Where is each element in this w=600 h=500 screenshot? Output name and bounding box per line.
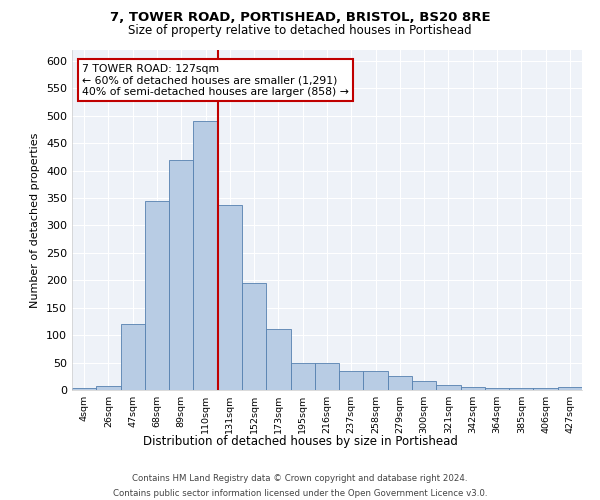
Text: Distribution of detached houses by size in Portishead: Distribution of detached houses by size … <box>143 435 457 448</box>
Text: Size of property relative to detached houses in Portishead: Size of property relative to detached ho… <box>128 24 472 37</box>
Bar <box>315 362 339 390</box>
Bar <box>290 362 315 390</box>
Bar <box>121 324 145 390</box>
Bar <box>558 388 582 390</box>
Text: Contains public sector information licensed under the Open Government Licence v3: Contains public sector information licen… <box>113 489 487 498</box>
Bar <box>533 388 558 390</box>
Bar <box>364 371 388 390</box>
Bar <box>266 328 290 390</box>
Bar <box>339 371 364 390</box>
Bar <box>193 122 218 390</box>
Bar <box>145 201 169 390</box>
Bar <box>461 388 485 390</box>
Bar <box>242 283 266 390</box>
Bar <box>388 376 412 390</box>
Bar <box>412 380 436 390</box>
Y-axis label: Number of detached properties: Number of detached properties <box>31 132 40 308</box>
Text: 7 TOWER ROAD: 127sqm
← 60% of detached houses are smaller (1,291)
40% of semi-de: 7 TOWER ROAD: 127sqm ← 60% of detached h… <box>82 64 349 97</box>
Bar <box>169 160 193 390</box>
Bar <box>485 388 509 390</box>
Bar <box>72 388 96 390</box>
Bar <box>218 204 242 390</box>
Text: 7, TOWER ROAD, PORTISHEAD, BRISTOL, BS20 8RE: 7, TOWER ROAD, PORTISHEAD, BRISTOL, BS20… <box>110 11 490 24</box>
Bar <box>509 388 533 390</box>
Bar <box>436 384 461 390</box>
Bar <box>96 386 121 390</box>
Text: Contains HM Land Registry data © Crown copyright and database right 2024.: Contains HM Land Registry data © Crown c… <box>132 474 468 483</box>
